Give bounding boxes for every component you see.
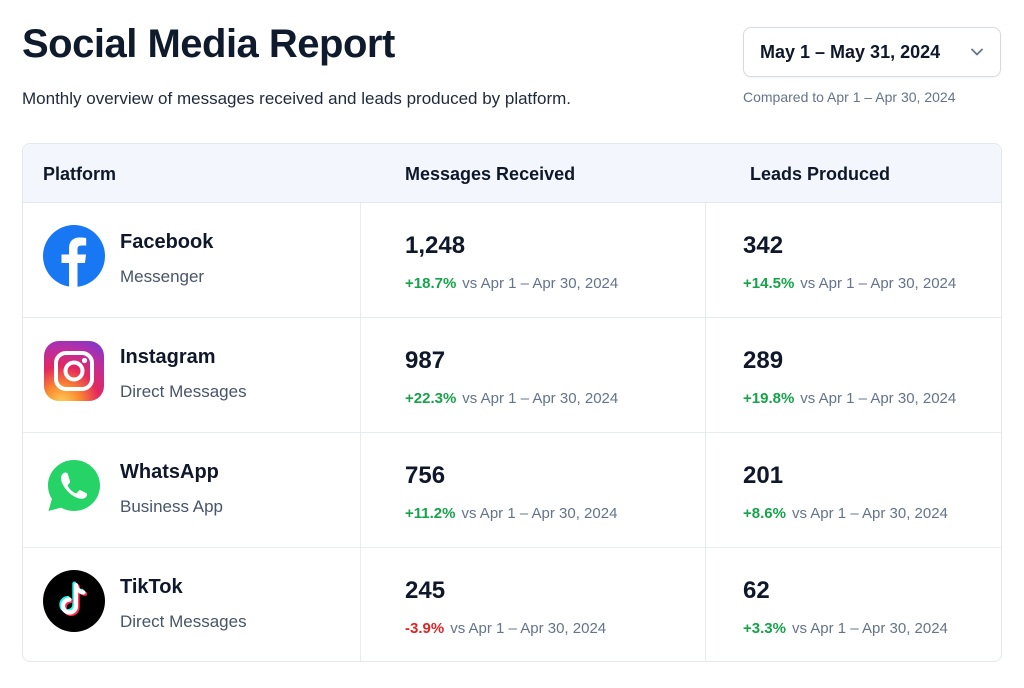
report-table: Platform Messages Received Leads Produce… <box>22 143 1002 662</box>
platform-channel: Direct Messages <box>120 612 247 631</box>
platform-name: WhatsApp <box>120 461 219 483</box>
tiktok-icon <box>43 570 105 632</box>
messages-change: +22.3% vs Apr 1 – Apr 30, 2024 <box>405 390 618 407</box>
leads-change: +14.5% vs Apr 1 – Apr 30, 2024 <box>743 275 956 292</box>
comparison-text: vs Apr 1 – Apr 30, 2024 <box>791 620 948 637</box>
leads-change-percent: +19.8% <box>743 390 795 407</box>
leads-value: 201 <box>743 462 784 489</box>
table-row: Instagram Direct Messages 987 +22.3% vs A… <box>23 318 1001 433</box>
page-subtitle: Monthly overview of messages received an… <box>22 89 572 108</box>
table-row: Facebook Messenger 1,248 +18.7% vs Apr 1 … <box>23 203 1001 318</box>
page-title: Social Media Report <box>22 22 395 66</box>
comparison-text: vs Apr 1 – Apr 30, 2024 <box>462 275 619 292</box>
compare-period-text: Compared to Apr 1 – Apr 30, 2024 <box>743 89 956 105</box>
comparison-text: vs Apr 1 – Apr 30, 2024 <box>462 390 619 407</box>
chevron-down-icon <box>971 48 983 56</box>
comparison-text: vs Apr 1 – Apr 30, 2024 <box>791 505 948 522</box>
messages-change-percent: -3.9% <box>405 620 445 637</box>
platform-channel: Messenger <box>120 267 205 286</box>
facebook-icon <box>43 225 105 287</box>
messages-change-percent: +18.7% <box>405 275 457 292</box>
comparison-text: vs Apr 1 – Apr 30, 2024 <box>461 505 618 522</box>
messages-value: 1,248 <box>405 232 466 259</box>
instagram-icon <box>44 341 104 401</box>
leads-value: 62 <box>743 577 770 604</box>
messages-change: +11.2% vs Apr 1 – Apr 30, 2024 <box>405 505 617 522</box>
comparison-text: vs Apr 1 – Apr 30, 2024 <box>450 620 607 637</box>
leads-change-percent: +3.3% <box>743 620 786 637</box>
platform-name: Instagram <box>120 346 216 368</box>
messages-change-percent: +22.3% <box>405 390 457 407</box>
column-header-leads: Leads Produced <box>750 164 891 184</box>
whatsapp-icon <box>48 460 100 511</box>
messages-value: 987 <box>405 347 446 374</box>
table-row: WhatsApp Business App 756 +11.2% vs Apr 1… <box>23 433 1001 548</box>
date-range-picker[interactable]: May 1 – May 31, 2024 <box>743 27 1001 77</box>
table-header: Platform Messages Received Leads Produce… <box>23 144 1001 203</box>
column-header-messages: Messages Received <box>405 164 576 184</box>
comparison-text: vs Apr 1 – Apr 30, 2024 <box>800 275 957 292</box>
messages-change-percent: +11.2% <box>405 505 456 522</box>
leads-change: +19.8% vs Apr 1 – Apr 30, 2024 <box>743 390 956 407</box>
leads-change-percent: +8.6% <box>743 505 786 522</box>
leads-change: +8.6% vs Apr 1 – Apr 30, 2024 <box>743 505 948 522</box>
leads-value: 289 <box>743 347 784 374</box>
comparison-text: vs Apr 1 – Apr 30, 2024 <box>800 390 957 407</box>
messages-value: 756 <box>405 462 446 489</box>
leads-change: +3.3% vs Apr 1 – Apr 30, 2024 <box>743 620 948 637</box>
leads-change-percent: +14.5% <box>743 275 795 292</box>
leads-value: 342 <box>743 232 784 259</box>
platform-channel: Business App <box>120 497 224 516</box>
column-header-platform: Platform <box>43 164 117 184</box>
platform-channel: Direct Messages <box>120 382 247 401</box>
messages-value: 245 <box>405 577 446 604</box>
date-range-label: May 1 – May 31, 2024 <box>760 41 941 62</box>
table-row: TikTok Direct Messages 245 -3.9% vs Apr 1… <box>23 548 1001 661</box>
platform-name: Facebook <box>120 231 214 253</box>
platform-name: TikTok <box>120 576 183 598</box>
messages-change: +18.7% vs Apr 1 – Apr 30, 2024 <box>405 275 618 292</box>
messages-change: -3.9% vs Apr 1 – Apr 30, 2024 <box>405 620 606 637</box>
